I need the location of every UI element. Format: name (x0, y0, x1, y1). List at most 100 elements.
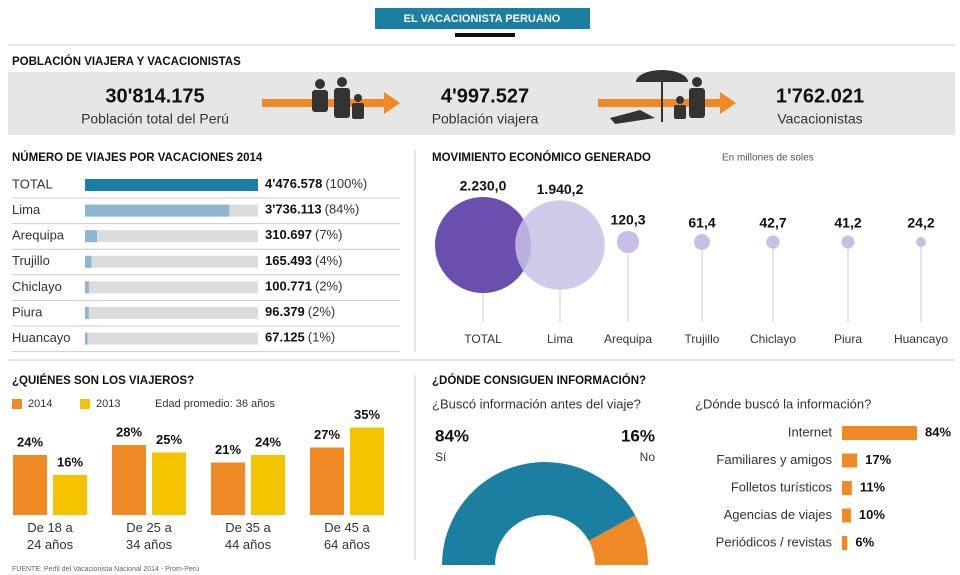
value-label: 42,7 (759, 215, 786, 231)
bar (85, 230, 98, 243)
value-label: 24% (17, 434, 43, 449)
header-bar (455, 33, 515, 37)
percent: (7%) (315, 228, 342, 243)
stat-label: Población viajera (432, 111, 539, 127)
value: 96.379 (265, 304, 305, 319)
category-label: Piura (834, 332, 862, 346)
donut-segment (588, 515, 648, 565)
chart-subtitle: ¿Dónde buscó la información? (695, 396, 871, 411)
value-label: 100.771 (2%) (265, 279, 342, 294)
value: 3'736.113 (265, 202, 322, 217)
bar (152, 452, 186, 515)
stat-label: Vacacionistas (777, 111, 862, 127)
bar-track (85, 307, 258, 319)
bar (85, 255, 92, 268)
bar (842, 426, 917, 440)
value-label: 3'736.113 (84%) (265, 202, 359, 217)
beach-icon (610, 70, 705, 124)
people-icon (312, 77, 364, 119)
category-label: TOTAL (12, 176, 53, 191)
value-label: 310.697 (7%) (265, 228, 342, 243)
stat-value: 4'997.527 (441, 85, 529, 107)
value-label: 165.493 (4%) (265, 253, 342, 268)
value-label: 17% (865, 452, 891, 467)
legend-label: 2014 (28, 398, 52, 410)
category-label: Chiclayo (750, 332, 796, 346)
value-label: 24% (255, 434, 281, 449)
section-title: POBLACIÓN VIAJERA Y VACACIONISTAS (12, 55, 241, 68)
category-label: Folletos turísticos (731, 479, 833, 494)
category-label: Trujillo (685, 332, 720, 346)
header-box (375, 8, 590, 29)
bar (13, 455, 47, 515)
bar-track (85, 255, 258, 268)
bar (251, 455, 285, 515)
bar (85, 204, 230, 217)
bar (85, 281, 89, 294)
bubble (435, 197, 531, 293)
value-label: 10% (859, 507, 885, 522)
chart-subtitle: ¿Buscó información antes del viaje? (432, 396, 641, 411)
bubble (515, 200, 605, 290)
value-label: 84% (925, 424, 951, 439)
percent: (2%) (315, 279, 342, 294)
bar (842, 481, 852, 495)
category-label: Familiares y amigos (716, 452, 832, 467)
value-label: 2.230,0 (460, 178, 507, 194)
value-label: 96.379 (2%) (265, 304, 335, 319)
category-label: Agencias de viajes (724, 507, 833, 522)
bubble (766, 235, 780, 249)
stats-band (8, 72, 955, 135)
value: 310.697 (265, 228, 312, 243)
legend-label: 2013 (96, 398, 120, 410)
stat-value: 1'762.021 (776, 85, 864, 107)
legend-swatch (12, 399, 22, 409)
category-label: Periódicos / revistas (716, 534, 833, 549)
bubble (616, 230, 640, 254)
category-label: TOTAL (464, 332, 502, 346)
category-label: Trujillo (12, 253, 50, 268)
category-label: Arequipa (12, 228, 65, 243)
bar (842, 536, 848, 550)
percent: (84%) (325, 202, 360, 217)
category-label: Arequipa (604, 332, 652, 346)
value-label: 28% (116, 424, 142, 439)
value-label: 120,3 (610, 212, 645, 228)
category-label: Internet (788, 424, 832, 439)
category-label: De 35 a 44 años (224, 520, 272, 552)
stat-value: 30'814.175 (105, 85, 204, 107)
donut-segment (442, 462, 636, 565)
section-title: ¿DÓNDE CONSIGUEN INFORMACIÓN? (432, 374, 646, 387)
category-label: Chiclayo (12, 279, 62, 294)
chart-title: ¿QUIÉNES SON LOS VIAJEROS? (12, 374, 194, 387)
source: FUENTE: Perfil del Vacacionista Nacional… (12, 566, 199, 573)
bar (112, 445, 146, 515)
value-label: 1.940,2 (537, 181, 584, 197)
bar (310, 447, 344, 515)
category-label: De 45 a 64 años (323, 520, 371, 552)
header-title: EL VACACIONISTA PERUANO (404, 13, 561, 25)
bar-track (85, 281, 258, 294)
chart-subtitle: En millones de soles (722, 153, 814, 164)
value-label: 24,2 (907, 215, 934, 231)
bar (85, 307, 89, 319)
value-label: 16% (621, 426, 655, 445)
category-label: Lima (12, 202, 41, 217)
category-label: No (640, 450, 656, 464)
stat-label: Población total del Perú (81, 111, 229, 127)
chart-title: MOVIMIENTO ECONÓMICO GENERADO (432, 151, 651, 164)
value: 100.771 (265, 279, 312, 294)
category-label: Huancayo (12, 330, 71, 345)
value-label: 6% (855, 534, 874, 549)
bar (53, 475, 87, 515)
value-label: 35% (354, 407, 380, 422)
category-label: Piura (12, 304, 43, 319)
bar (85, 332, 88, 345)
percent: (4%) (315, 253, 342, 268)
category-label: De 18 a 24 años (26, 520, 74, 552)
value-label: 11% (860, 479, 886, 494)
legend-swatch (80, 399, 90, 409)
percent: (2%) (308, 304, 335, 319)
